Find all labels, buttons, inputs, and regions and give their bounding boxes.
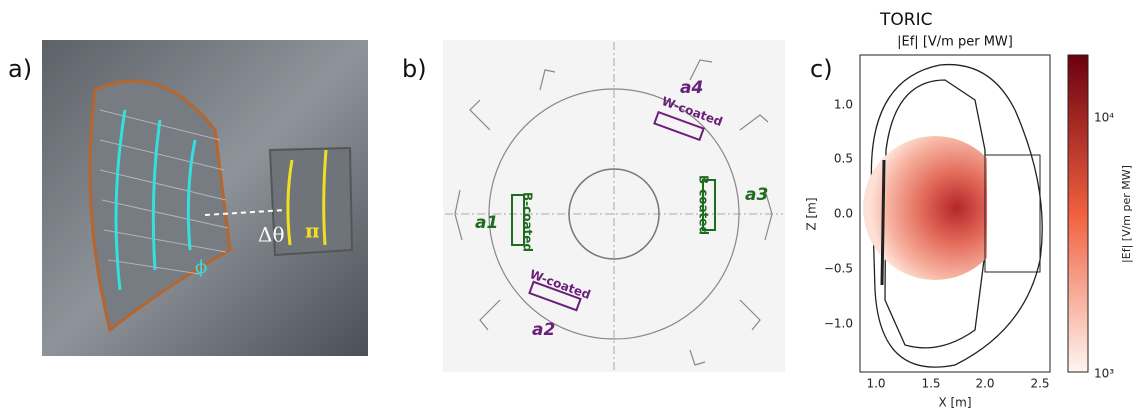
panel-label: a) [8,55,32,83]
y-tick-label: 0.5 [834,152,853,166]
colorbar-tick-label: 10³ [1094,367,1114,381]
y-ticks: 1.0 0.5 0.0 −0.5 −1.0 [824,98,853,331]
antenna-name: a4 [680,78,703,98]
y-tick-label: −1.0 [824,317,853,331]
plot [860,55,1050,372]
antenna-name: a1 [475,213,498,233]
panel-label: c) [810,55,833,83]
x-ticks: 1.0 1.5 2.0 2.5 [866,377,1049,391]
antenna-coating: B-coated [521,192,535,252]
colorbar-tick-label: 10⁴ [1094,111,1114,125]
x-tick-label: 2.0 [975,377,994,391]
antenna-coating: B-coated [697,175,711,235]
y-tick-label: −0.5 [824,262,853,276]
x-tick-label: 1.0 [866,377,885,391]
y-tick-label: 1.0 [834,98,853,112]
x-axis-label: X [m] [938,396,971,410]
plot-title: TORIC [879,10,932,30]
photo: Δθ π ϕ [42,40,368,356]
annotation: ϕ [195,257,207,278]
colorbar-label: |Ef| [V/m per MW] [1120,165,1133,263]
y-tick-label: 0.0 [834,207,853,221]
antenna-name: a3 [745,185,768,205]
x-tick-label: 1.5 [921,377,940,391]
annotation: Δθ [258,223,284,247]
plot-subtitle: |Ef| [V/m per MW] [897,35,1013,50]
annotation: π [305,219,320,243]
antenna-name: a2 [532,320,555,340]
panel-label: b) [402,55,427,83]
figure: a) Δθ π ϕ b) a1 [0,0,1136,414]
top-view-diagram: a1 B-coated a2 W-coated a3 B-coated a4 W… [443,40,785,372]
y-axis-label: Z [m] [805,197,819,230]
colorbar [1068,55,1088,372]
x-tick-label: 2.5 [1030,377,1049,391]
